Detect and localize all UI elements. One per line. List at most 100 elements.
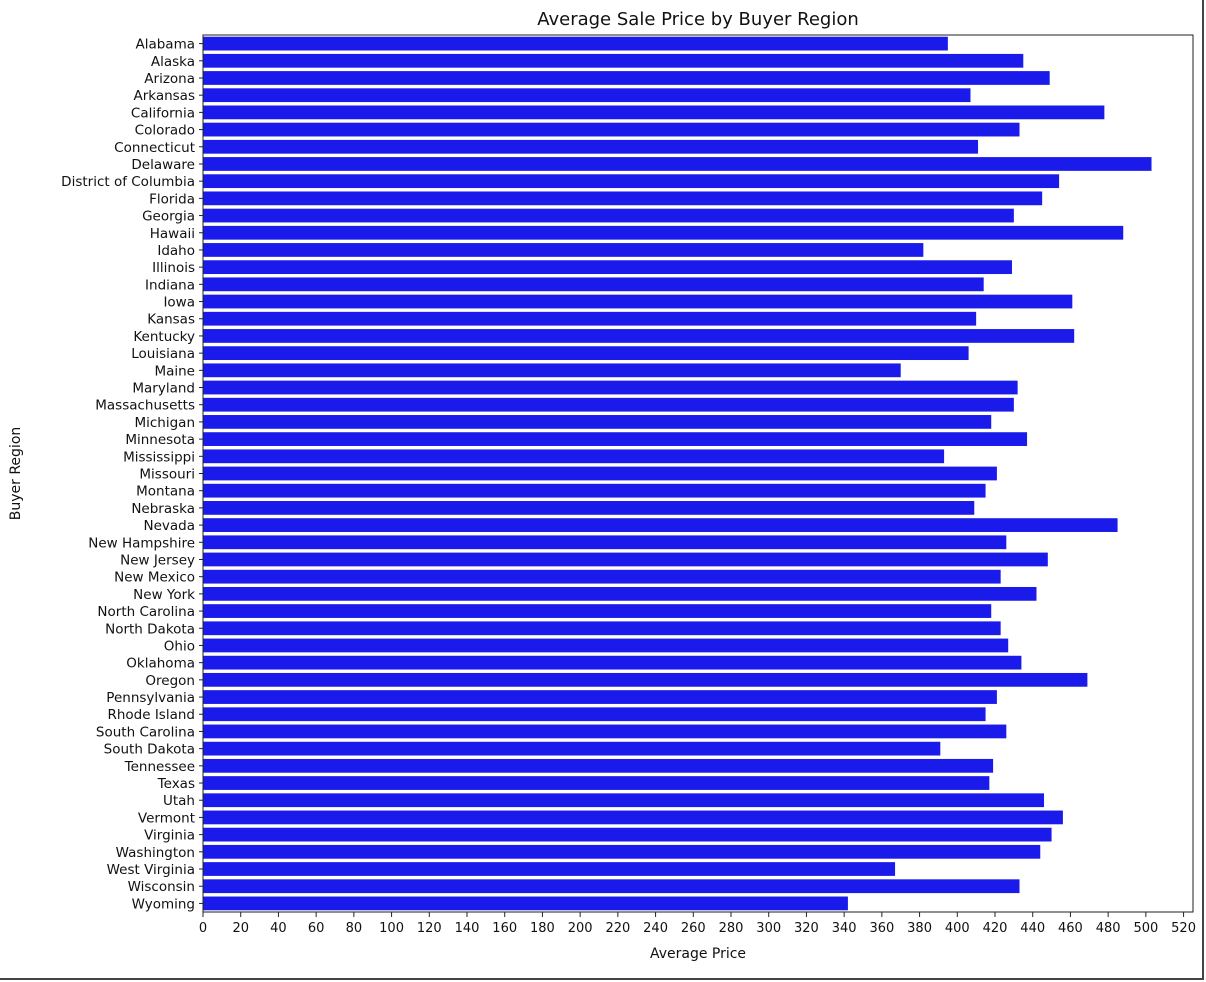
- x-axis-label: Average Price: [650, 946, 746, 962]
- y-tick-label: Rhode Island: [107, 707, 195, 723]
- x-tick-label: 220: [605, 921, 630, 936]
- x-tick-label: 480: [1096, 921, 1121, 936]
- bar-texas: [203, 776, 990, 790]
- y-tick-label: Massachusetts: [95, 398, 195, 414]
- y-tick-label: Kentucky: [133, 329, 195, 345]
- bar-new-hampshire: [203, 535, 1007, 550]
- y-tick-label: Maine: [154, 363, 195, 379]
- bar-delaware: [203, 157, 1152, 171]
- y-tick-label: Idaho: [157, 243, 195, 259]
- y-tick-label: Washington: [116, 845, 195, 861]
- y-tick-label: Oregon: [145, 673, 195, 689]
- bar-oklahoma: [203, 655, 1022, 670]
- y-tick-label: Missouri: [139, 467, 195, 483]
- x-tick-label: 420: [983, 921, 1008, 936]
- y-tick-label: Georgia: [142, 209, 195, 225]
- y-tick-label: Alabama: [135, 37, 195, 53]
- bar-iowa: [203, 294, 1073, 309]
- y-tick-label: Louisiana: [131, 346, 195, 362]
- bar-rhode-island: [203, 707, 986, 722]
- y-tick-label: Delaware: [131, 157, 195, 173]
- y-axis-label: Buyer Region: [8, 427, 24, 521]
- y-tick-label: North Carolina: [97, 604, 195, 620]
- bar-kentucky: [203, 329, 1075, 343]
- bar-california: [203, 105, 1105, 120]
- bar-vermont: [203, 810, 1063, 825]
- y-tick-label: Mississippi: [123, 449, 195, 465]
- x-tick-label: 460: [1058, 921, 1083, 936]
- bar-nebraska: [203, 501, 975, 515]
- y-tick-label: Iowa: [163, 295, 195, 311]
- y-tick-label: South Dakota: [104, 742, 195, 758]
- bar-maryland: [203, 380, 1018, 395]
- bar-north-dakota: [203, 621, 1001, 636]
- bar-connecticut: [203, 139, 979, 154]
- bar-mississippi: [203, 449, 945, 464]
- x-tick-label: 380: [907, 921, 932, 936]
- bar-district-of-columbia: [203, 174, 1060, 189]
- bar-arkansas: [203, 88, 971, 103]
- bar-pennsylvania: [203, 690, 997, 704]
- bar-nevada: [203, 518, 1118, 532]
- y-tick-label: Wyoming: [132, 896, 195, 912]
- x-tick-label: 0: [199, 921, 207, 936]
- x-tick-label: 520: [1171, 921, 1196, 936]
- bar-missouri: [203, 466, 997, 481]
- y-tick-label: Arkansas: [133, 88, 195, 104]
- y-tick-label: Hawaii: [150, 226, 195, 242]
- y-tick-label: District of Columbia: [61, 174, 195, 190]
- y-tick-label: Nebraska: [131, 501, 195, 517]
- y-tick-label: North Dakota: [105, 621, 195, 637]
- y-tick-label: Oklahoma: [126, 656, 195, 672]
- y-tick-label: Utah: [163, 793, 195, 809]
- bar-michigan: [203, 415, 992, 429]
- y-tick-label: West Virginia: [107, 862, 195, 878]
- bar-wyoming: [203, 896, 848, 911]
- y-tick-label: Colorado: [135, 123, 195, 139]
- y-tick-label: New Mexico: [114, 570, 195, 586]
- bar-virginia: [203, 827, 1052, 842]
- x-tick-label: 100: [379, 921, 404, 936]
- y-tick-label: South Carolina: [96, 724, 195, 740]
- y-tick-label: Texas: [157, 776, 195, 792]
- plot-area-border: [202, 34, 1194, 913]
- x-tick-label: 400: [945, 921, 970, 936]
- bar-north-carolina: [203, 604, 992, 618]
- x-tick-label: 80: [346, 921, 363, 936]
- bar-indiana: [203, 277, 984, 292]
- bar-oregon: [203, 672, 1088, 687]
- bar-west-virginia: [203, 862, 896, 876]
- bar-maine: [203, 363, 901, 378]
- x-tick-label: 240: [643, 921, 668, 936]
- y-tick-label: Minnesota: [125, 432, 195, 448]
- bar-florida: [203, 191, 1043, 206]
- x-tick-label: 500: [1133, 921, 1158, 936]
- y-tick-label: New Hampshire: [88, 535, 195, 551]
- bar-alaska: [203, 53, 1024, 68]
- bar-massachusetts: [203, 397, 1014, 412]
- x-tick-label: 320: [794, 921, 819, 936]
- bar-alabama: [203, 36, 948, 51]
- bar-utah: [203, 793, 1045, 808]
- bar-south-carolina: [203, 724, 1007, 739]
- bar-arizona: [203, 71, 1050, 85]
- y-tick-label: Pennsylvania: [106, 690, 195, 706]
- x-tick-label: 280: [719, 921, 744, 936]
- y-tick-label: Connecticut: [114, 140, 195, 156]
- y-tick-label: Kansas: [147, 312, 195, 328]
- y-tick-label: New York: [133, 587, 195, 603]
- bar-kansas: [203, 311, 977, 326]
- bar-hawaii: [203, 225, 1124, 240]
- y-tick-label: Indiana: [145, 277, 195, 293]
- y-tick-label: Tennessee: [124, 759, 195, 775]
- chart-title: Average Sale Price by Buyer Region: [537, 9, 859, 30]
- bar-tennessee: [203, 758, 994, 773]
- x-tick-label: 440: [1020, 921, 1045, 936]
- x-tick-label: 140: [455, 921, 480, 936]
- bar-new-jersey: [203, 552, 1048, 567]
- bar-colorado: [203, 122, 1020, 137]
- x-tick-label: 260: [681, 921, 706, 936]
- y-tick-label: Florida: [149, 191, 195, 207]
- bar-montana: [203, 483, 986, 498]
